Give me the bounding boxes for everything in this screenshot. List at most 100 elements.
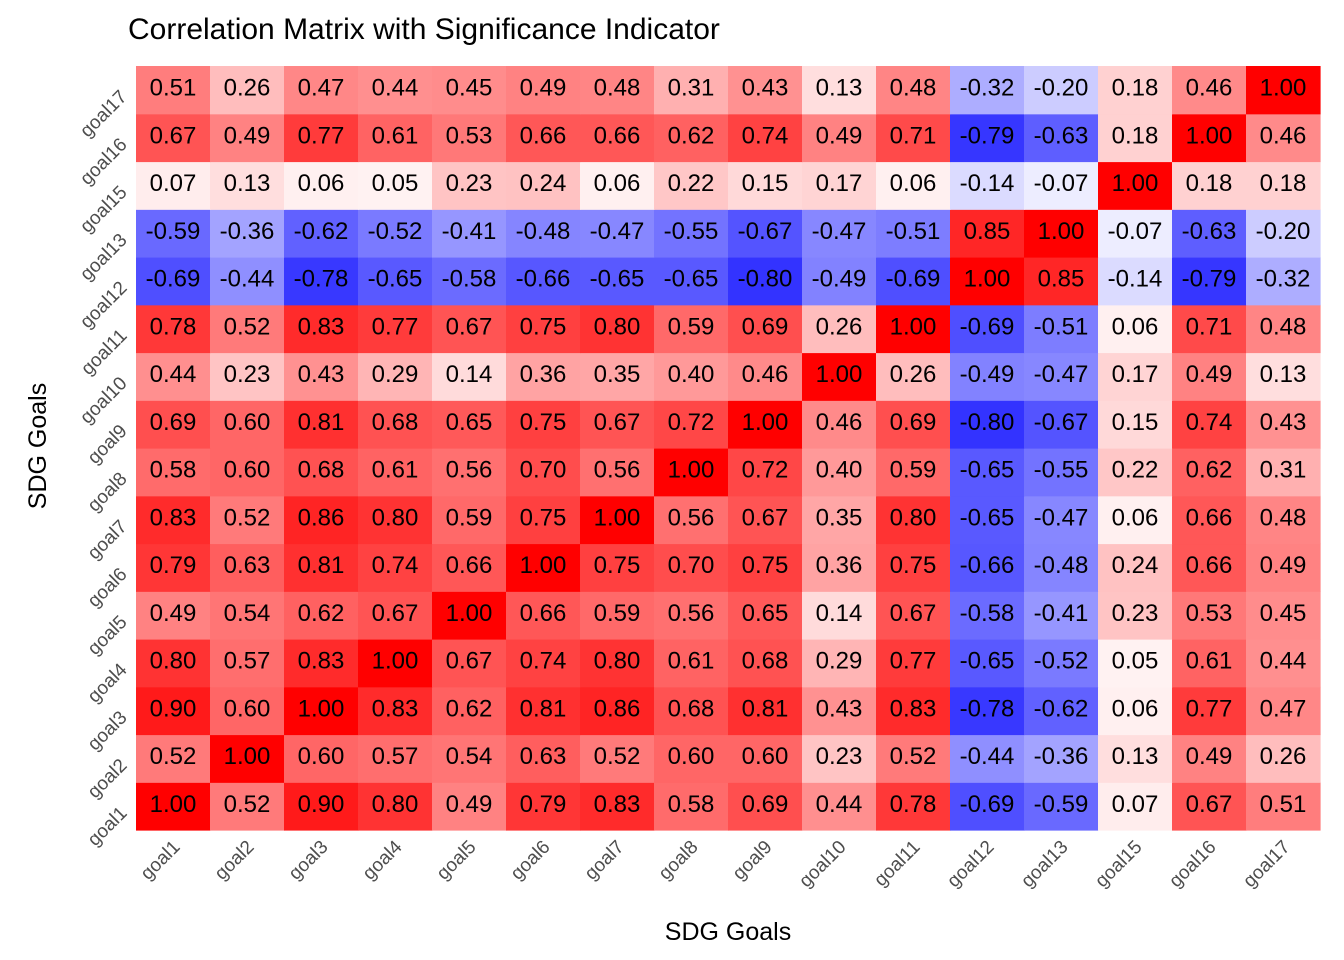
heatmap-cell xyxy=(1172,257,1247,306)
cell-value-label: 0.69 xyxy=(150,409,197,436)
heatmap-cell xyxy=(876,448,951,497)
cell-value-label: 0.48 xyxy=(1260,504,1307,531)
heatmap-cell xyxy=(654,782,729,831)
heatmap-cell xyxy=(802,639,877,688)
heatmap-cell xyxy=(284,448,359,497)
heatmap-cell xyxy=(358,495,433,545)
heatmap-cell xyxy=(1098,686,1173,736)
heatmap-cell xyxy=(1246,734,1321,783)
heatmap-cell xyxy=(1024,400,1099,449)
cell-value-label: 0.52 xyxy=(224,504,271,531)
cell-value-label: 0.15 xyxy=(1112,409,1159,436)
heatmap-cell xyxy=(802,66,877,115)
heatmap-cell xyxy=(210,543,285,592)
heatmap-cell xyxy=(950,639,1025,688)
cell-value-label: 0.49 xyxy=(224,122,271,149)
heatmap-cell xyxy=(950,257,1025,306)
cell-value-label: 0.77 xyxy=(890,648,937,675)
cell-value-label: 0.58 xyxy=(668,791,715,818)
heatmap-cell xyxy=(358,734,433,783)
cell-value-label: 0.52 xyxy=(224,313,271,340)
cell-value-label: 0.59 xyxy=(446,504,493,531)
cell-value-label: 0.18 xyxy=(1260,170,1307,197)
cell-value-label: 0.49 xyxy=(816,122,863,149)
heatmap-cell xyxy=(580,495,655,545)
cell-value-label: 1.00 xyxy=(1186,122,1233,149)
cell-value-label: 0.60 xyxy=(668,743,715,770)
cell-value-label: 0.57 xyxy=(372,743,419,770)
heatmap-cell xyxy=(950,161,1025,210)
cell-value-label: 0.31 xyxy=(1260,457,1307,484)
cell-value-label: 0.56 xyxy=(668,600,715,627)
cell-value-label: -0.65 xyxy=(368,266,423,293)
cell-value-label: 0.81 xyxy=(298,552,345,579)
heatmap-cell xyxy=(136,495,211,545)
cell-value-label: -0.78 xyxy=(294,266,349,293)
heatmap-cell xyxy=(580,448,655,497)
cell-value-label: 0.75 xyxy=(890,552,937,579)
heatmap-cell xyxy=(728,352,803,401)
cell-value-label: 0.78 xyxy=(890,791,937,818)
cell-value-label: 0.05 xyxy=(372,170,419,197)
heatmap-cell xyxy=(580,161,655,210)
heatmap-cell xyxy=(432,209,507,258)
heatmap-cell xyxy=(728,543,803,592)
cell-value-label: 0.60 xyxy=(224,409,271,436)
heatmap-cell xyxy=(1172,639,1247,688)
heatmap-cell xyxy=(876,543,951,592)
cell-value-label: -0.69 xyxy=(886,266,941,293)
heatmap-cell xyxy=(284,639,359,688)
cell-value-label: 0.14 xyxy=(816,600,863,627)
cell-value-label: -0.48 xyxy=(516,218,571,245)
cell-value-label: 0.26 xyxy=(816,313,863,340)
heatmap-cell xyxy=(654,209,729,258)
heatmap-cell xyxy=(654,161,729,210)
heatmap-cell xyxy=(654,448,729,497)
heatmap-cell xyxy=(728,304,803,354)
heatmap-cell xyxy=(580,400,655,449)
heatmap-cell xyxy=(284,495,359,545)
heatmap-cell xyxy=(432,161,507,210)
heatmap-cell xyxy=(1098,495,1173,545)
cell-value-label: 0.46 xyxy=(816,409,863,436)
heatmap-cell xyxy=(950,591,1025,640)
cell-value-label: -0.36 xyxy=(1034,743,1089,770)
heatmap-cell xyxy=(1098,639,1173,688)
heatmap-cell xyxy=(1024,543,1099,592)
heatmap-cell xyxy=(284,352,359,401)
heatmap-cell xyxy=(284,734,359,783)
heatmap-cell xyxy=(1246,543,1321,592)
cell-value-label: 0.90 xyxy=(298,791,345,818)
heatmap-cell xyxy=(432,639,507,688)
cell-value-label: 0.48 xyxy=(1260,313,1307,340)
heatmap-cell xyxy=(358,257,433,306)
cell-value-label: -0.65 xyxy=(960,457,1015,484)
heatmap-cell xyxy=(950,352,1025,401)
heatmap-cell xyxy=(136,352,211,401)
cell-value-label: -0.32 xyxy=(960,75,1015,102)
cell-value-label: 0.74 xyxy=(372,552,419,579)
cell-value-label: -0.41 xyxy=(442,218,497,245)
heatmap-cell xyxy=(802,113,877,163)
heatmap-cell xyxy=(210,495,285,545)
heatmap-cell xyxy=(728,734,803,783)
cell-value-label: 0.18 xyxy=(1186,170,1233,197)
heatmap-cell xyxy=(1098,734,1173,783)
cell-value-label: 0.68 xyxy=(742,648,789,675)
cell-value-label: 0.59 xyxy=(594,600,641,627)
cell-value-label: 0.52 xyxy=(594,743,641,770)
heatmap-cells xyxy=(136,66,1321,831)
cell-value-label: 0.62 xyxy=(668,122,715,149)
heatmap-cell xyxy=(432,591,507,640)
cell-value-label: 0.77 xyxy=(372,313,419,340)
heatmap-cell xyxy=(876,66,951,115)
cell-value-label: 0.68 xyxy=(298,457,345,484)
heatmap-cell xyxy=(210,304,285,354)
cell-value-label: 0.75 xyxy=(594,552,641,579)
heatmap-cell xyxy=(1024,352,1099,401)
heatmap-cell xyxy=(1246,400,1321,449)
chart-title: Correlation Matrix with Significance Ind… xyxy=(128,13,720,46)
cell-value-label: 0.31 xyxy=(668,75,715,102)
heatmap-cell xyxy=(432,734,507,783)
